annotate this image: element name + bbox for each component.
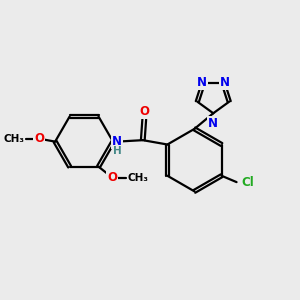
Text: Cl: Cl <box>242 176 254 189</box>
Text: N: N <box>208 117 218 130</box>
Text: N: N <box>197 76 207 89</box>
Text: N: N <box>220 76 230 89</box>
Text: CH₃: CH₃ <box>128 173 149 183</box>
Text: O: O <box>34 132 44 145</box>
Text: H: H <box>113 146 122 156</box>
Text: O: O <box>107 171 117 184</box>
Text: O: O <box>139 105 149 118</box>
Text: N: N <box>112 135 122 148</box>
Text: CH₃: CH₃ <box>4 134 25 144</box>
